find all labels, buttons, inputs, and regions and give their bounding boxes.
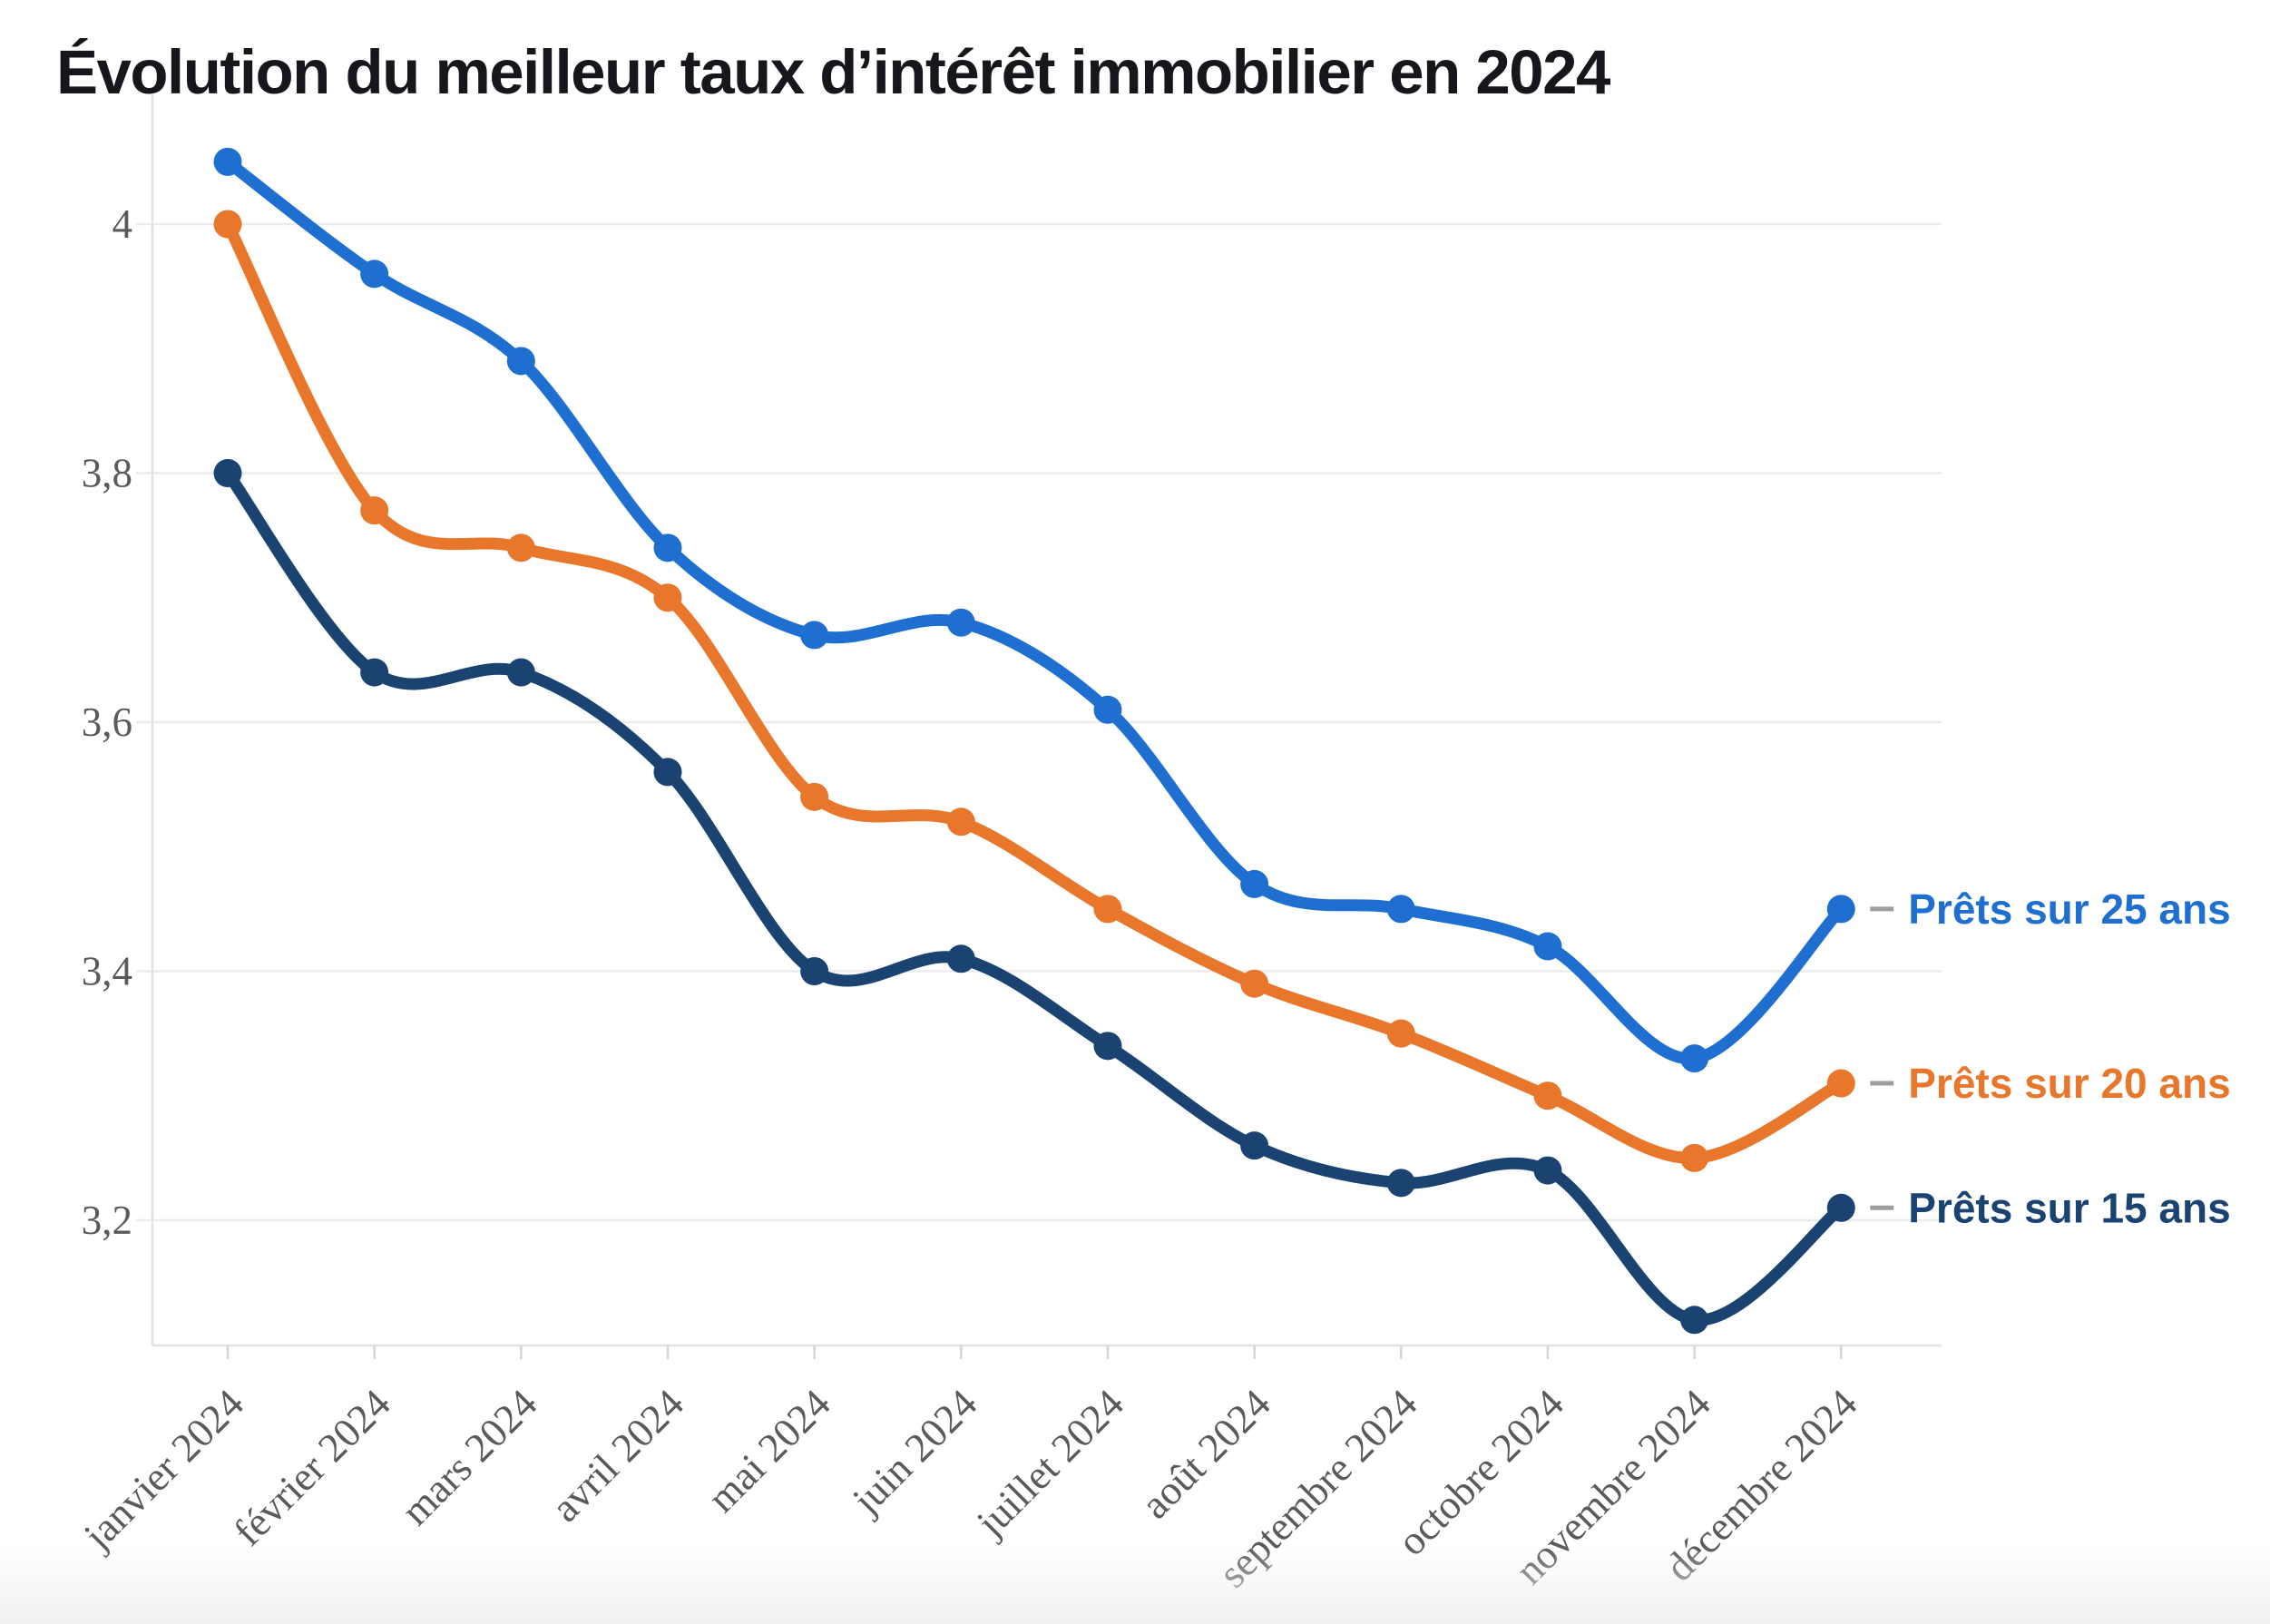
data-point xyxy=(1386,1019,1415,1048)
data-point xyxy=(1240,1131,1269,1160)
data-point xyxy=(506,658,535,687)
x-tick-label: juillet 2024 xyxy=(966,1381,1132,1547)
x-tick-label: avril 2024 xyxy=(543,1381,692,1531)
data-point xyxy=(1826,895,1855,924)
y-tick-label: 3,6 xyxy=(82,699,132,745)
data-point xyxy=(360,259,389,289)
x-tick-label: mai 2024 xyxy=(699,1381,839,1521)
data-point xyxy=(946,807,975,836)
x-tick-label: juin 2024 xyxy=(842,1381,985,1524)
legend-label: Prêts sur 25 ans xyxy=(1908,885,2230,933)
series-layer xyxy=(213,147,1855,1335)
x-tick-label: février 2024 xyxy=(225,1381,399,1555)
axis-layer xyxy=(151,94,1942,1359)
data-point xyxy=(1680,1044,1709,1073)
data-point xyxy=(1240,969,1269,998)
data-point xyxy=(1386,1169,1415,1198)
data-point xyxy=(946,608,975,637)
data-point xyxy=(213,459,242,487)
legend-label: Prêts sur 20 ans xyxy=(1908,1060,2230,1107)
data-point xyxy=(1533,932,1562,961)
series-line xyxy=(221,218,1847,1164)
x-tick-label: mars 2024 xyxy=(393,1381,546,1534)
data-point xyxy=(1093,1032,1122,1061)
data-point xyxy=(1093,895,1122,924)
data-point xyxy=(360,496,389,525)
data-point xyxy=(506,347,535,376)
x-tick-label: août 2024 xyxy=(1132,1381,1279,1528)
legend-label: Prêts sur 15 ans xyxy=(1908,1184,2230,1231)
y-tick-label: 3,8 xyxy=(82,451,132,496)
series-prêts-sur-15-ans xyxy=(213,459,1855,1335)
data-point xyxy=(1093,695,1122,724)
series-line xyxy=(221,155,1847,1065)
grid-layer xyxy=(136,222,1942,1222)
data-point xyxy=(800,957,829,985)
data-point xyxy=(213,147,242,176)
data-point xyxy=(800,782,829,811)
series-prêts-sur-25-ans xyxy=(213,147,1855,1073)
data-point xyxy=(653,758,682,787)
series-prêts-sur-20-ans xyxy=(213,210,1855,1172)
data-point xyxy=(1680,1143,1709,1172)
data-point xyxy=(1386,895,1415,924)
data-point xyxy=(213,210,242,239)
series-line xyxy=(221,467,1847,1326)
data-point xyxy=(1533,1156,1562,1185)
y-tick-label: 3,2 xyxy=(82,1198,132,1243)
data-point xyxy=(653,583,682,612)
y-tick-label: 4 xyxy=(113,201,133,247)
y-tick-label: 3,4 xyxy=(82,949,132,994)
data-point xyxy=(1826,1069,1855,1098)
data-point xyxy=(653,533,682,563)
data-point xyxy=(1680,1306,1709,1335)
data-point xyxy=(800,621,829,650)
data-point xyxy=(360,658,389,687)
data-point xyxy=(946,944,975,973)
data-point xyxy=(1533,1081,1562,1110)
data-point xyxy=(1240,869,1269,898)
data-point xyxy=(1826,1193,1855,1222)
chart-title: Évolution du meilleur taux d’intérêt imm… xyxy=(56,37,1610,107)
x-tick-label: janvier 2024 xyxy=(73,1381,252,1560)
data-point xyxy=(506,533,535,563)
